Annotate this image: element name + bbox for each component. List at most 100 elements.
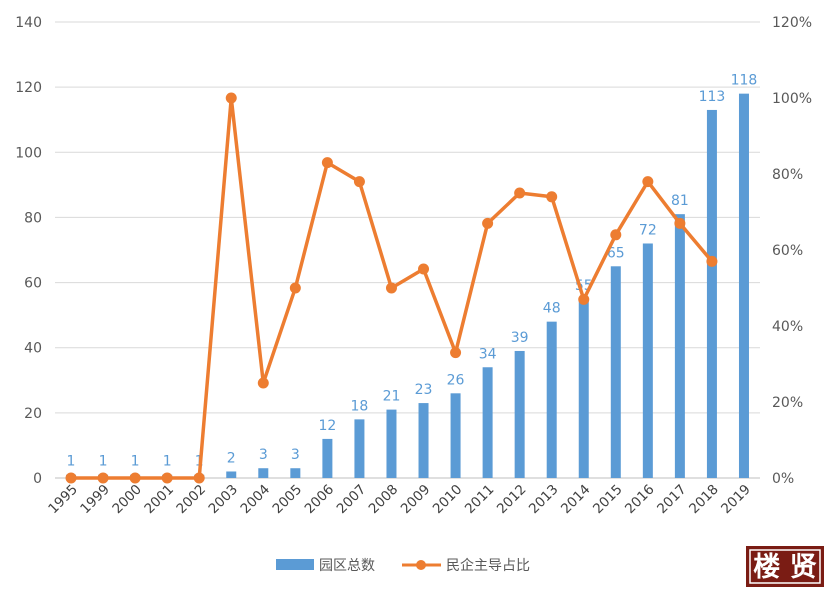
line-point — [65, 472, 77, 484]
bar — [738, 93, 749, 479]
bar-data-label: 118 — [731, 73, 758, 89]
x-tick-label: 2002 — [173, 482, 209, 518]
bar-data-label: 48 — [543, 301, 561, 317]
bar — [514, 350, 525, 478]
y-left-tick-label: 60 — [24, 276, 42, 292]
x-tick-label: 2019 — [718, 482, 754, 518]
y-left-tick-label: 140 — [15, 15, 42, 31]
bar — [354, 419, 365, 478]
bar — [386, 409, 397, 478]
line-point — [97, 472, 109, 484]
bar — [418, 403, 429, 478]
y-axis-left: 0 20 40 60 80 100 120 140 — [15, 15, 42, 487]
x-tick-label: 2007 — [334, 482, 370, 518]
line-point — [546, 191, 558, 203]
x-tick-label: 2004 — [238, 482, 274, 518]
x-tick-label: 2018 — [686, 482, 722, 518]
bar-data-label: 1 — [67, 454, 76, 470]
bar — [322, 438, 333, 478]
bar — [578, 298, 589, 478]
x-tick-label: 2003 — [205, 482, 241, 518]
bar-data-label: 12 — [318, 418, 336, 434]
bar-data-label: 21 — [383, 389, 401, 405]
line-point — [674, 217, 686, 229]
line-point — [353, 176, 365, 188]
line-point — [289, 282, 301, 294]
x-tick-label: 2010 — [430, 482, 466, 518]
x-tick-label: 1999 — [77, 482, 113, 518]
line-point — [161, 472, 173, 484]
line-point — [225, 92, 237, 104]
y-right-tick-label: 80% — [772, 167, 803, 183]
line-point — [257, 377, 269, 389]
bar-data-label: 2 — [227, 450, 236, 466]
line-point — [514, 187, 526, 199]
bar-data-label: 23 — [415, 382, 433, 398]
y-right-tick-label: 40% — [772, 319, 803, 335]
line-point — [610, 229, 622, 241]
legend-bar-label: 园区总数 — [319, 558, 375, 574]
bar — [674, 214, 685, 478]
bar-series — [66, 93, 749, 479]
x-tick-label: 2005 — [270, 482, 306, 518]
bar-data-label: 65 — [607, 245, 625, 261]
bar-data-label: 3 — [291, 447, 300, 463]
bar — [450, 393, 461, 478]
line-point — [321, 157, 333, 169]
bar-data-label: 34 — [479, 346, 497, 362]
y-right-tick-label: 0% — [772, 471, 794, 487]
x-tick-label: 2009 — [398, 482, 434, 518]
x-tick-label: 2006 — [302, 482, 338, 518]
y-right-tick-label: 100% — [772, 91, 812, 107]
bar-data-label: 3 — [259, 447, 268, 463]
line-point — [385, 282, 397, 294]
y-right-tick-label: 60% — [772, 243, 803, 259]
bar-data-label: 81 — [671, 193, 689, 209]
y-left-tick-label: 40 — [24, 341, 42, 357]
bar — [290, 468, 301, 478]
bar-data-label: 1 — [131, 454, 140, 470]
y-left-tick-label: 0 — [33, 471, 42, 487]
bar-data-label: 39 — [511, 330, 529, 346]
bar — [546, 321, 557, 478]
line-point — [129, 472, 141, 484]
watermark-text: 楼 贤 — [753, 552, 816, 583]
bar-data-label: 1 — [163, 454, 172, 470]
bar — [642, 243, 653, 478]
bar — [226, 471, 237, 478]
x-tick-label: 1995 — [45, 482, 81, 518]
line-point — [482, 217, 494, 229]
x-axis: 1995199920002001200220032004200520062007… — [45, 482, 754, 518]
line-series — [65, 92, 718, 484]
x-tick-label: 2000 — [109, 482, 145, 518]
bar-data-label: 113 — [699, 89, 726, 105]
line-point — [418, 263, 430, 275]
y-left-tick-label: 120 — [15, 80, 42, 96]
bar-data-label: 72 — [639, 222, 657, 238]
x-tick-label: 2015 — [590, 482, 626, 518]
y-left-tick-label: 100 — [15, 145, 42, 161]
y-axis-right: 0% 20% 40% 60% 80% 100% 120% — [772, 15, 812, 487]
bar — [482, 367, 493, 478]
bar — [610, 266, 621, 478]
bar-data-label: 18 — [351, 398, 369, 414]
bar — [706, 109, 717, 478]
legend-bar-swatch — [276, 559, 314, 570]
x-tick-label: 2017 — [654, 482, 690, 518]
x-tick-label: 2016 — [622, 482, 658, 518]
x-tick-label: 2013 — [526, 482, 562, 518]
line-point — [193, 472, 205, 484]
bar-data-label: 1 — [99, 454, 108, 470]
legend: 园区总数 民企主导占比 — [276, 557, 530, 574]
line-point — [642, 176, 654, 188]
legend-line-label: 民企主导占比 — [446, 557, 530, 574]
bar — [258, 468, 269, 478]
line-point — [578, 293, 590, 305]
x-tick-label: 2008 — [366, 482, 402, 518]
y-left-tick-label: 80 — [24, 210, 42, 226]
legend-line-marker — [416, 560, 426, 570]
watermark-seal: 楼 贤 — [746, 546, 824, 587]
x-tick-label: 2001 — [141, 482, 177, 518]
